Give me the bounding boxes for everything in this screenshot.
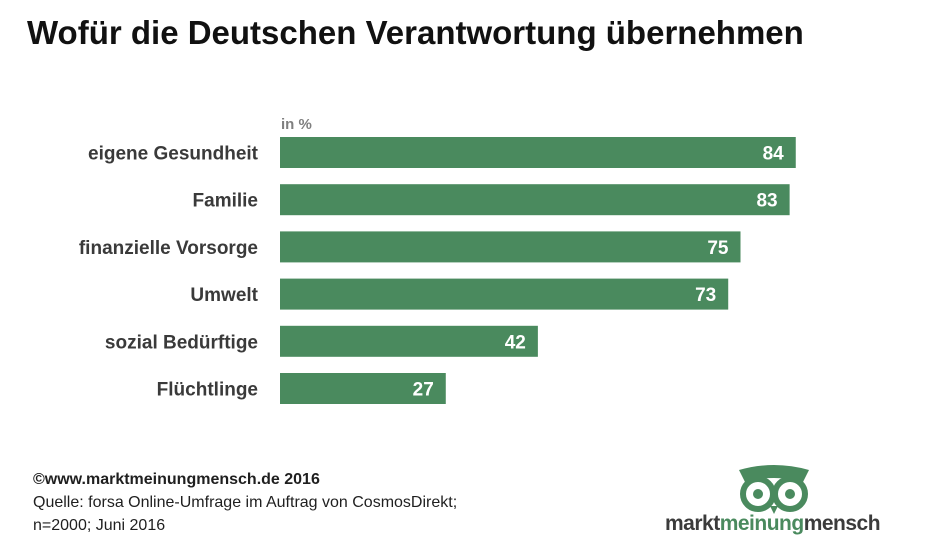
- category-label-4: sozial Bedürftige: [105, 332, 258, 353]
- footer: ©www.marktmeinungmensch.de 2016 Quelle: …: [33, 468, 457, 537]
- owl-icon: [739, 465, 809, 514]
- bar-chart: eigene Gesundheit 84 Familie 83 finanzielle …: [79, 137, 796, 404]
- category-label-5: Flüchtlinge: [157, 380, 258, 401]
- value-label-2: 75: [707, 238, 729, 259]
- category-label-1: Familie: [193, 191, 258, 212]
- unit-label: in %: [281, 116, 312, 133]
- bar-5: [280, 373, 446, 404]
- bar-1: [280, 184, 790, 216]
- category-label-3: Umwelt: [190, 285, 258, 306]
- value-label-1: 83: [756, 191, 777, 212]
- value-label-4: 42: [505, 332, 526, 353]
- bar-4: [280, 325, 538, 357]
- chart-title: Wofür die Deutschen Verantwortung überne…: [27, 14, 804, 51]
- bar-2: [280, 231, 741, 263]
- logo-part-mensch: mensch: [803, 512, 881, 535]
- value-label-5: 27: [413, 380, 434, 401]
- source-line-1: Quelle: forsa Online-Umfrage im Auftrag …: [33, 494, 458, 511]
- logo-part-meinung: meinung: [719, 512, 805, 535]
- bar-3: [280, 278, 729, 310]
- source-line-2: n=2000; Juni 2016: [33, 517, 166, 534]
- brand-logo: marktmeinungmensch: [665, 462, 895, 544]
- logo-wordmark: marktmeinungmensch: [665, 512, 881, 536]
- value-label-3: 73: [695, 285, 716, 306]
- copyright-text: ©www.marktmeinungmensch.de 2016: [33, 471, 320, 488]
- logo-part-markt: markt: [665, 512, 720, 535]
- value-label-0: 84: [763, 144, 785, 165]
- category-label-2: finanzielle Vorsorge: [79, 238, 258, 259]
- category-label-0: eigene Gesundheit: [88, 144, 259, 165]
- bar-0: [280, 137, 796, 168]
